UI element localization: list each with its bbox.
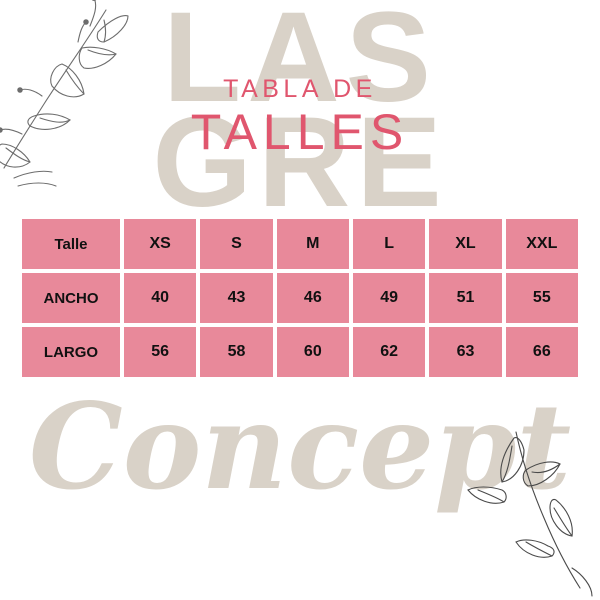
title-line-2: TALLES <box>190 104 410 161</box>
title-line-1: TABLA DE <box>223 75 377 103</box>
header-cell-l: L <box>352 219 426 269</box>
header-cell-xxl: XXL <box>505 219 578 269</box>
cell-ancho-l: 49 <box>352 273 426 323</box>
table-row-header: Talle XS S M L XL XXL <box>22 219 578 269</box>
cell-ancho-m: 46 <box>276 273 349 323</box>
header-cell-xl: XL <box>429 219 502 269</box>
cell-largo-xl: 63 <box>429 327 502 377</box>
cell-largo-xs: 56 <box>124 327 197 377</box>
cell-largo-xxl: 66 <box>505 327 578 377</box>
watermark-brand-line2: GRE <box>152 90 448 234</box>
cell-largo-m: 60 <box>276 327 349 377</box>
cell-largo-l: 62 <box>352 327 426 377</box>
size-chart-table: Talle XS S M L XL XXL ANCHO 40 43 46 49 … <box>18 215 582 381</box>
row-label-ancho: ANCHO <box>22 273 120 323</box>
header-cell-talle: Talle <box>22 219 120 269</box>
cell-ancho-xs: 40 <box>124 273 197 323</box>
cell-ancho-s: 43 <box>200 273 273 323</box>
page-title: TABLA DE TALLES <box>0 76 600 159</box>
watermark-brand-wordmark: LAS GRE <box>0 0 600 234</box>
size-chart-table-body: Talle XS S M L XL XXL ANCHO 40 43 46 49 … <box>22 219 578 377</box>
table-row-largo: LARGO 56 58 60 62 63 66 <box>22 327 578 377</box>
watermark-brand-line1: LAS <box>163 0 437 129</box>
cell-ancho-xl: 51 <box>429 273 502 323</box>
table-row-ancho: ANCHO 40 43 46 49 51 55 <box>22 273 578 323</box>
header-cell-xs: XS <box>124 219 197 269</box>
header-cell-s: S <box>200 219 273 269</box>
row-label-largo: LARGO <box>22 327 120 377</box>
cell-largo-s: 58 <box>200 327 273 377</box>
watermark-script-word: Concept <box>28 377 572 516</box>
cell-ancho-xxl: 55 <box>505 273 578 323</box>
header-cell-m: M <box>276 219 349 269</box>
